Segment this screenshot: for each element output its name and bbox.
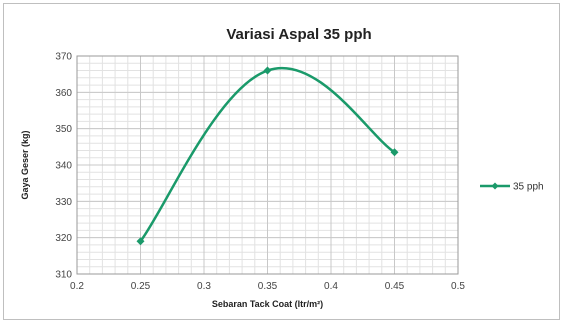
- x-tick-label: 0.2: [70, 281, 84, 292]
- legend: 35 pph: [480, 182, 544, 193]
- plot-area-border: [76, 55, 459, 275]
- x-axis-label: Sebaran Tack Coat (ltr/m²): [212, 299, 323, 309]
- x-tick-label: 0.25: [131, 281, 151, 292]
- x-tick-label: 0.3: [197, 281, 211, 292]
- data-point-marker: [390, 148, 399, 157]
- x-tick-label: 0.45: [385, 281, 405, 292]
- x-tick-label: 0.4: [324, 281, 338, 292]
- data-point-marker: [263, 66, 272, 75]
- data-point-marker: [136, 237, 145, 246]
- y-tick-label: 310: [55, 270, 72, 281]
- line-chart: Variasi Aspal 35 pph 0.2 0.25 0.3 0.35 0.4 0.…: [20, 26, 544, 309]
- x-tick-label: 0.35: [258, 281, 278, 292]
- x-tick-label: 0.5: [451, 281, 465, 292]
- series-layer: [136, 66, 399, 246]
- legend-label: 35 pph: [513, 182, 544, 193]
- y-axis-label: Gaya Geser (kg): [20, 130, 30, 199]
- y-tick-label: 350: [55, 124, 72, 135]
- legend-marker: [491, 182, 499, 190]
- y-tick-label: 330: [55, 197, 72, 208]
- chart-frame: Variasi Aspal 35 pph 0.2 0.25 0.3 0.35 0.4 0.…: [3, 3, 560, 320]
- chart-title: Variasi Aspal 35 pph: [226, 26, 371, 43]
- y-tick-label: 370: [55, 52, 72, 63]
- major-grid: [76, 55, 459, 275]
- y-tick-label: 340: [55, 161, 72, 172]
- y-tick-label: 320: [55, 233, 72, 244]
- y-axis-ticks: 310 320 330 340 350 360 370: [55, 52, 72, 281]
- y-tick-label: 360: [55, 88, 72, 99]
- x-axis-ticks: 0.2 0.25 0.3 0.35 0.4 0.45 0.5: [70, 281, 465, 292]
